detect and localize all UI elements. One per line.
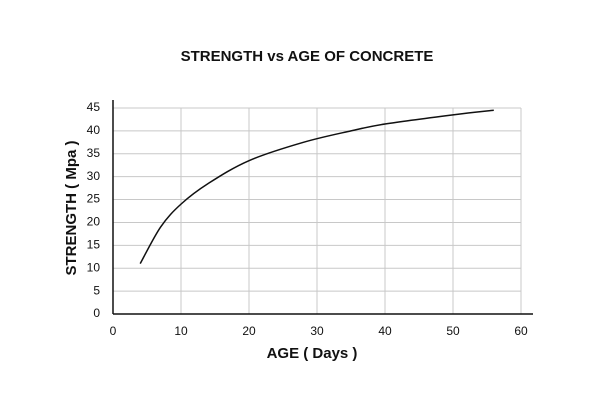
x-tick-label: 20 bbox=[242, 324, 256, 338]
chart-title: STRENGTH vs AGE OF CONCRETE bbox=[181, 48, 434, 65]
x-tick-label: 10 bbox=[174, 324, 188, 338]
y-tick-label: 5 bbox=[93, 283, 100, 297]
y-tick-label: 40 bbox=[87, 123, 101, 137]
y-tick-label: 25 bbox=[87, 192, 101, 206]
x-tick-label: 30 bbox=[310, 324, 324, 338]
y-tick-label: 0 bbox=[93, 306, 100, 320]
x-tick-label: 0 bbox=[110, 324, 117, 338]
y-tick-label: 35 bbox=[87, 146, 101, 160]
y-tick-label: 30 bbox=[87, 169, 101, 183]
x-tick-label: 60 bbox=[514, 324, 528, 338]
y-tick-label: 10 bbox=[87, 260, 101, 274]
x-tick-label: 50 bbox=[446, 324, 460, 338]
line bbox=[139, 109, 494, 265]
x-axis-title: AGE ( Days ) bbox=[267, 345, 358, 362]
y-tick-label: 45 bbox=[87, 100, 101, 114]
y-tick-label: 20 bbox=[87, 215, 101, 229]
x-tick-label: 40 bbox=[378, 324, 392, 338]
y-axis-title: STRENGTH ( Mpa ) bbox=[63, 141, 80, 276]
y-tick-label: 15 bbox=[87, 238, 101, 252]
